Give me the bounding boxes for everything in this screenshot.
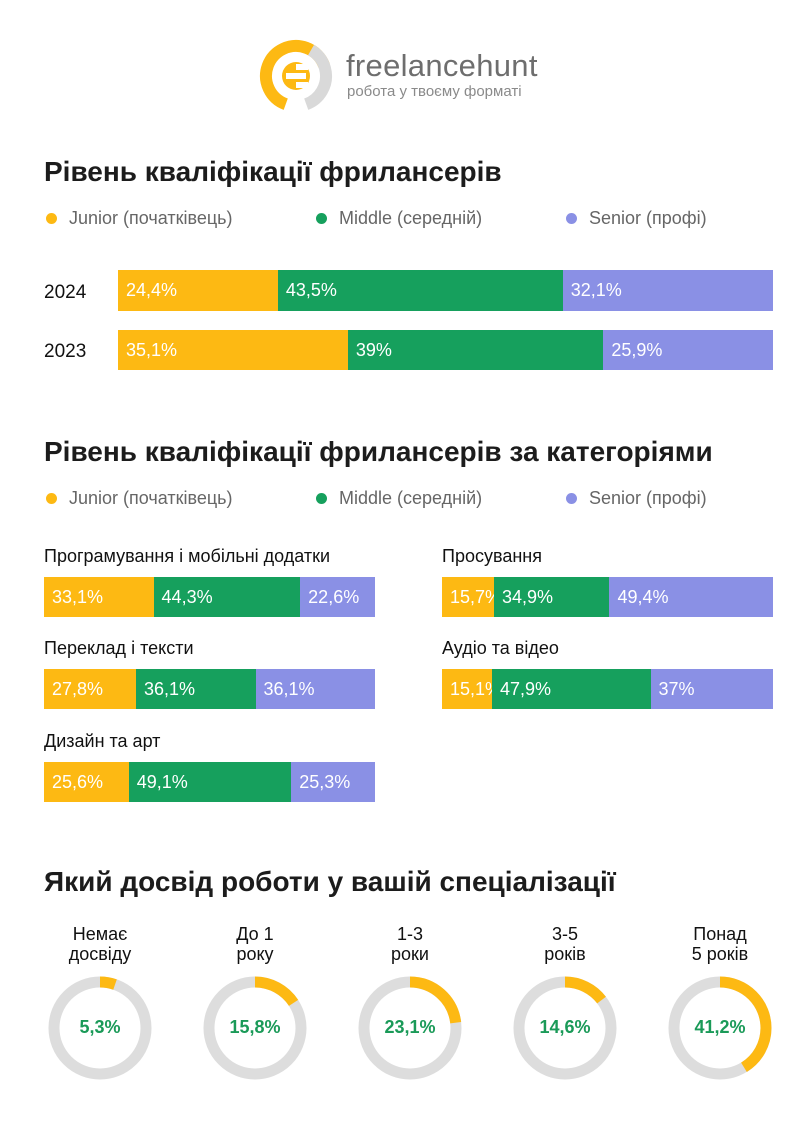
freelancehunt-logo-icon	[260, 40, 332, 112]
donut-value: 41,2%	[694, 1017, 746, 1037]
junior-segment: 15,7%	[442, 577, 494, 617]
stacked-bar-promotion: 15,7%34,9%49,4%	[442, 577, 773, 617]
senior-segment: 22,6%	[300, 577, 375, 617]
senior-segment: 32,1%	[562, 270, 773, 311]
stacked-bar-programming: 33,1% 44,3% 22,6%	[44, 577, 375, 617]
legend-senior-label: Senior (профі)	[589, 208, 707, 228]
legend-junior-label: Junior (початківець)	[69, 488, 233, 508]
experience-label-none: Немає досвіду	[40, 924, 160, 964]
legend-senior-2: Senior (профі)	[566, 488, 707, 509]
legend-middle-label: Middle (середній)	[339, 488, 483, 508]
senior-segment: 37%	[650, 669, 773, 709]
donut-over-5	[668, 976, 772, 1080]
middle-segment: 34,9%	[493, 577, 610, 617]
legend-middle-dot	[316, 213, 327, 224]
experience-label-line2: 5 років	[691, 944, 749, 964]
experience-label-3-5: 3-5 років	[505, 924, 625, 964]
legend-junior-dot	[46, 213, 57, 224]
stacked-bar-design: 25,6% 49,1% 25,3%	[44, 762, 375, 802]
donut-under-1	[203, 976, 307, 1080]
middle-segment: 43,5%	[277, 270, 563, 311]
stacked-bar-audio-video: 15,1%47,9%37%	[442, 669, 773, 709]
junior-segment: 15,1%	[442, 669, 492, 709]
stacked-bar-translation: 27,8% 36,1% 36,1%	[44, 669, 375, 709]
experience-label-line2: років	[544, 944, 586, 964]
experience-label-line2: роки	[391, 944, 429, 964]
junior-segment: 35,1%	[118, 330, 348, 370]
legend-senior: Senior (профі)	[566, 208, 707, 229]
category-title-promotion: Просування	[442, 546, 542, 566]
brand-name: freelancehunt	[346, 48, 538, 83]
senior-segment: 25,3%	[291, 762, 375, 802]
legend-junior: Junior (початківець)	[46, 208, 233, 229]
year-label-2023: 2023	[44, 341, 87, 362]
senior-segment: 49,4%	[609, 577, 773, 617]
middle-segment: 44,3%	[153, 577, 301, 617]
category-title-translation: Переклад і тексти	[44, 638, 194, 658]
middle-segment: 47,9%	[491, 669, 651, 709]
senior-segment: 36,1%	[255, 669, 375, 709]
donut-3-5	[513, 976, 617, 1080]
middle-segment: 36,1%	[136, 669, 256, 709]
legend-senior-label: Senior (профі)	[589, 488, 707, 508]
legend-senior-dot	[566, 213, 577, 224]
brand-tagline: робота у твоєму форматі	[347, 83, 522, 100]
legend-middle-label: Middle (середній)	[339, 208, 483, 228]
experience-label-line1: 3-5	[551, 924, 578, 944]
donut-value: 23,1%	[384, 1017, 436, 1037]
junior-segment: 25,6%	[44, 762, 129, 802]
category-title-audio-video: Аудіо та відео	[442, 638, 559, 658]
experience-label-line1: 1-3	[396, 924, 423, 944]
experience-label-line2: досвіду	[68, 944, 132, 964]
middle-segment: 39%	[347, 330, 604, 370]
legend-senior-dot	[566, 493, 577, 504]
junior-segment: 33,1%	[44, 577, 154, 617]
category-title-programming: Програмування і мобільні додатки	[44, 546, 331, 566]
donut-arc	[513, 976, 617, 1080]
experience-label-1-3: 1-3 роки	[350, 924, 470, 964]
experience-label-line1: Понад	[693, 924, 747, 944]
category-title-design: Дизайн та арт	[44, 731, 161, 751]
year-label-2024: 2024	[44, 282, 87, 303]
junior-segment: 24,4%	[118, 270, 278, 311]
section-title-qualification: Рівень кваліфікації фрилансерів	[44, 156, 502, 187]
legend-middle-dot	[316, 493, 327, 504]
section-title-by-category: Рівень кваліфікації фрилансерів за катег…	[44, 436, 713, 467]
donut-arc	[203, 976, 307, 1080]
senior-segment: 25,9%	[603, 330, 773, 370]
legend-junior-2: Junior (початківець)	[46, 488, 233, 509]
donut-1-3	[358, 976, 462, 1080]
stacked-bar-2024: 24,4% 43,5% 32,1%	[118, 270, 773, 311]
donut-arc	[358, 976, 462, 1080]
experience-label-line1: Немає	[72, 924, 128, 944]
donut-value: 14,6%	[539, 1017, 591, 1037]
experience-label-line1: До 1	[236, 924, 274, 944]
legend-junior-label: Junior (початківець)	[69, 208, 233, 228]
legend-junior-dot	[46, 493, 57, 504]
experience-label-under-1: До 1 року	[195, 924, 315, 964]
donut-arc	[668, 976, 772, 1080]
donut-value: 15,8%	[229, 1017, 281, 1037]
donut-none	[48, 976, 152, 1080]
donut-value: 5,3%	[79, 1017, 121, 1037]
experience-label-line2: року	[236, 944, 274, 964]
middle-segment: 49,1%	[128, 762, 292, 802]
legend-middle-2: Middle (середній)	[316, 488, 482, 509]
donut-arc	[48, 976, 152, 1080]
junior-segment: 27,8%	[44, 669, 137, 709]
stacked-bar-2023: 35,1% 39% 25,9%	[118, 330, 773, 370]
section-title-experience: Який досвід роботи у вашій спеціалізації	[44, 866, 616, 897]
legend-middle: Middle (середній)	[316, 208, 482, 229]
experience-label-over-5: Понад 5 років	[660, 924, 780, 964]
